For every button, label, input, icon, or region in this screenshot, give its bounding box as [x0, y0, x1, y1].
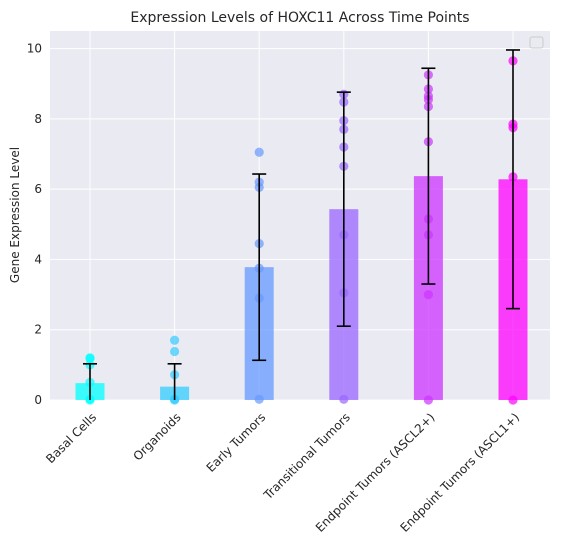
data-point — [85, 353, 95, 364]
data-point — [254, 394, 264, 404]
y-tick-label: 4 — [34, 252, 42, 266]
y-tick-label: 0 — [34, 393, 42, 407]
data-point — [254, 147, 264, 157]
y-tick-labels: 0 2 4 6 8 10 — [27, 42, 42, 407]
x-tick-label: Transitional Tumors — [260, 410, 353, 503]
error-bars — [83, 49, 520, 400]
chart-title: Expression Levels of HOXC11 Across Time … — [130, 10, 469, 26]
data-point — [508, 395, 518, 405]
x-tick-label: Early Tumors — [204, 410, 269, 475]
y-tick-label: 6 — [34, 182, 42, 196]
legend-box — [529, 36, 544, 49]
y-tick-label: 10 — [27, 42, 42, 56]
y-tick-label: 8 — [34, 112, 42, 126]
plot-area — [50, 31, 550, 400]
data-point — [423, 395, 433, 405]
x-tick-label: Organoids — [130, 410, 183, 463]
y-axis-label: Gene Expression Level — [8, 147, 22, 283]
data-point — [423, 289, 433, 300]
points — [85, 56, 518, 405]
data-point — [170, 335, 180, 345]
y-tick-label: 2 — [34, 323, 42, 337]
x-tick-labels: Basal Cells Organoids Early TumorsTransiti… — [43, 410, 522, 535]
x-tick-label: Basal Cells — [43, 410, 99, 466]
data-point — [170, 346, 180, 357]
data-point — [339, 394, 349, 404]
